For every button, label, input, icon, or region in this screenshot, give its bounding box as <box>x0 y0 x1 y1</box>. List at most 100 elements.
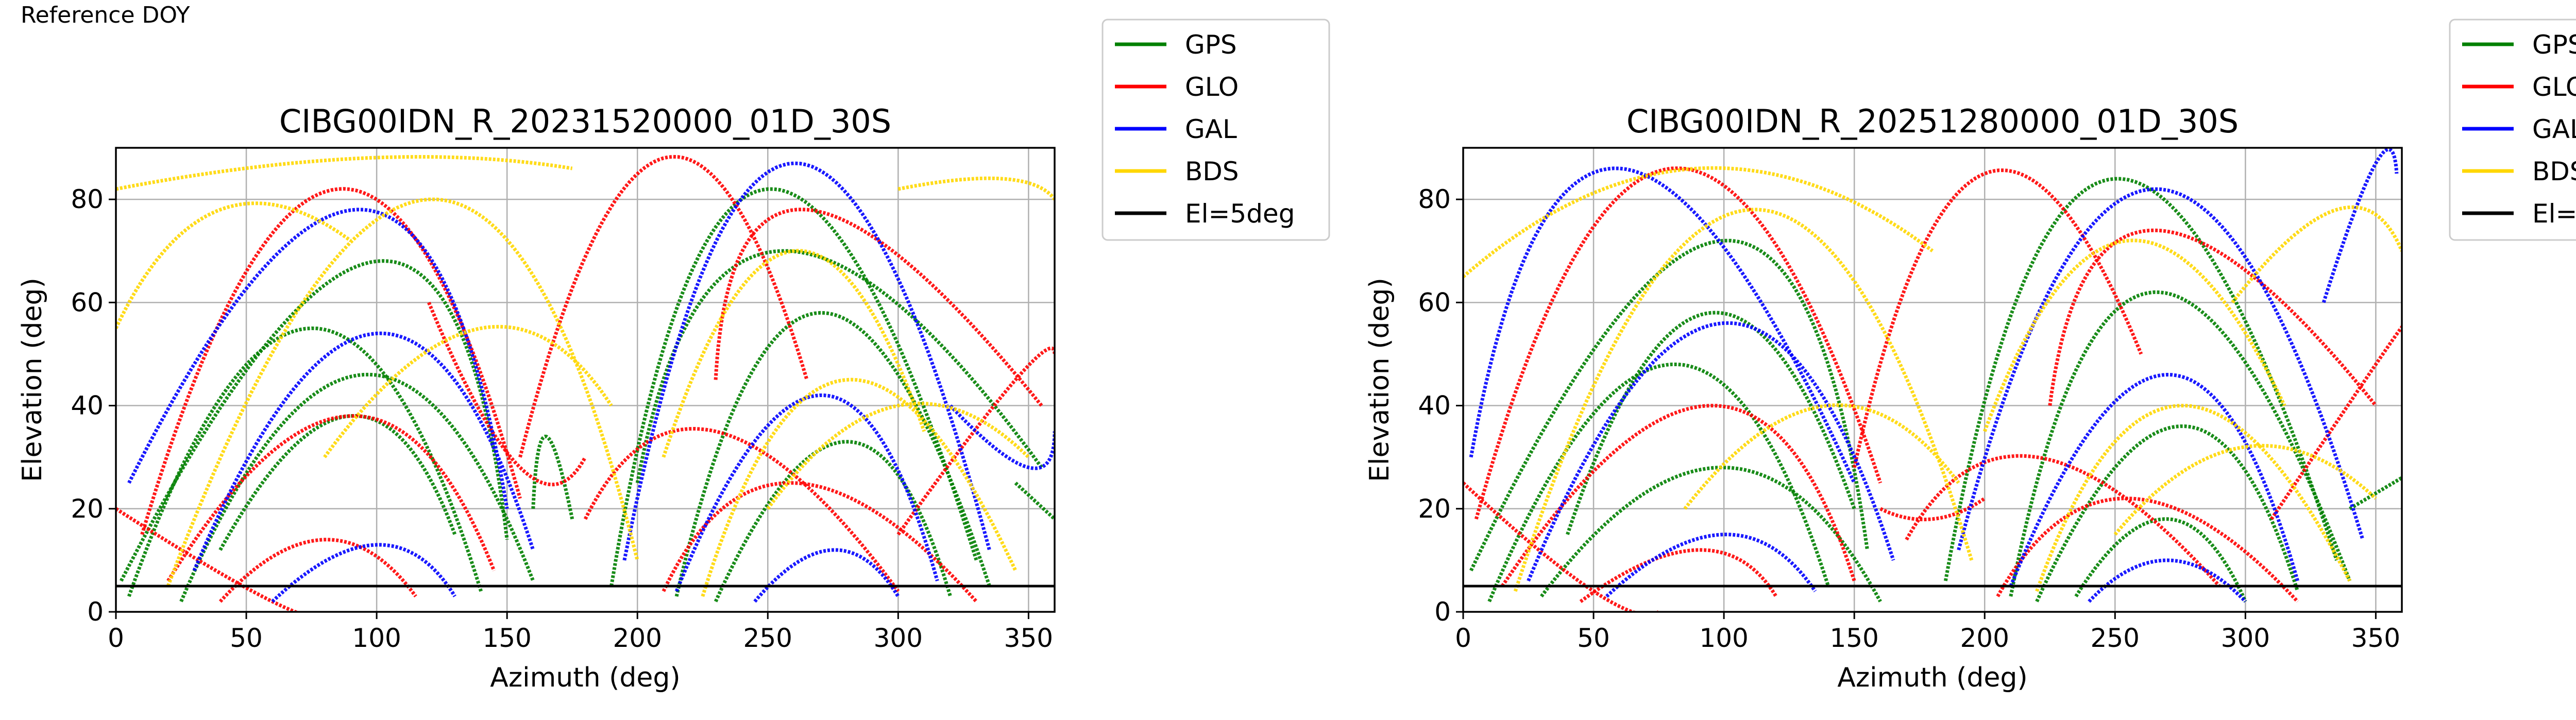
series-bds <box>116 155 1055 597</box>
satellite-track <box>2269 324 2402 520</box>
y-tick-label: 0 <box>1434 597 1451 627</box>
series-gal <box>1469 148 2399 603</box>
satellite-track <box>609 187 978 587</box>
legend-label: GAL <box>1185 114 1237 144</box>
satellite-track <box>635 249 1043 484</box>
legend-label: BDS <box>1185 157 1239 186</box>
legend-label: El=5deg <box>2532 199 2576 229</box>
y-tick-label: 60 <box>71 287 104 317</box>
x-tick-label: 150 <box>1829 623 1878 653</box>
series-glo <box>1463 166 2402 612</box>
satellite-track <box>1996 496 2299 603</box>
x-tick-label: 0 <box>108 623 124 653</box>
legend-label: BDS <box>2532 157 2576 186</box>
satellite-track <box>1540 466 1882 603</box>
satellite-track <box>766 401 1030 510</box>
satellite-track <box>714 440 952 603</box>
x-tick-label: 150 <box>482 623 531 653</box>
satellite-track <box>1943 177 2338 581</box>
chart-title: CIBG00IDN_R_20251280000_01D_30S <box>1626 102 2239 140</box>
legend-label: GPS <box>2532 30 2576 60</box>
satellite-track <box>192 331 535 572</box>
satellite-track <box>1527 321 1895 582</box>
legend: GPS GLO GAL BDS El=5deg <box>2449 19 2576 241</box>
satellite-track <box>622 161 991 561</box>
series-gps <box>119 187 1055 603</box>
satellite-track <box>674 393 939 592</box>
satellite-track <box>662 249 926 458</box>
legend-label: GPS <box>1185 30 1237 60</box>
satellite-track <box>674 311 991 597</box>
x-tick-label: 250 <box>2091 623 2140 653</box>
satellite-track <box>531 434 574 520</box>
satellite-track <box>218 414 457 551</box>
x-tick-label: 100 <box>1699 623 1748 653</box>
satellite-track <box>949 404 1055 470</box>
chart-title: CIBG00IDN_R_20231520000_01D_30S <box>279 102 891 140</box>
satellite-track <box>1566 311 1856 535</box>
satellite-track <box>1605 533 1817 598</box>
satellite-track <box>2074 517 2247 603</box>
satellite-track <box>1879 496 1986 522</box>
satellite-track <box>116 155 573 191</box>
satellite-track <box>218 538 417 603</box>
satellite-track <box>2009 290 2352 597</box>
satellite-track <box>583 426 900 593</box>
satellite-track <box>271 543 456 603</box>
y-tick-label: 20 <box>1418 494 1451 524</box>
satellite-track <box>2113 443 2377 536</box>
satellite-track <box>140 187 522 535</box>
y-tick-label: 60 <box>1418 287 1451 317</box>
satellite-track <box>166 414 496 582</box>
satellite-track <box>1579 548 1778 603</box>
satellite-track <box>2321 148 2399 303</box>
plot-area <box>116 155 1055 612</box>
satellite-track <box>2231 205 2402 304</box>
satellite-track <box>1905 454 2221 588</box>
satellite-track <box>127 326 483 597</box>
x-tick-label: 250 <box>743 623 792 653</box>
x-tick-label: 350 <box>1004 623 1053 653</box>
legend-label: El=5deg <box>1185 199 1295 229</box>
satellite-track <box>2048 228 2378 407</box>
satellite-track <box>2088 558 2247 603</box>
y-tick-label: 80 <box>1418 184 1451 214</box>
legend-box <box>1101 19 1330 241</box>
legend-label: GAL <box>2532 114 2576 144</box>
x-tick-label: 50 <box>1577 623 1610 653</box>
chart-panel-1: 0 50 100 150 200 250 300 350 0 20 40 60 80 CIBG00IDN_… <box>17 19 1330 693</box>
satellite-track <box>1487 363 1830 603</box>
y-tick-label: 40 <box>1418 391 1451 421</box>
y-tick-label: 40 <box>71 391 104 421</box>
legend-label: GLO <box>1185 72 1239 102</box>
x-axis-label: Azimuth (deg) <box>1837 662 2027 693</box>
y-axis-label: Elevation (deg) <box>1364 278 1395 482</box>
x-tick-label: 100 <box>352 623 401 653</box>
satellite-track <box>518 155 809 458</box>
satellite-track <box>1014 482 1055 521</box>
x-tick-label: 200 <box>1960 623 2009 653</box>
satellite-track <box>2349 476 2402 510</box>
satellite-track <box>116 201 352 329</box>
satellite-track <box>1957 187 2365 551</box>
satellite-track <box>1513 208 1974 592</box>
y-tick-label: 20 <box>71 494 104 524</box>
satellite-track <box>119 259 509 582</box>
x-tick-label: 50 <box>230 623 263 653</box>
plot-area <box>1463 148 2402 612</box>
satellite-track <box>2035 404 2351 592</box>
satellite-track <box>179 372 535 603</box>
satellite-track <box>2009 372 2299 587</box>
satellite-track <box>714 208 1043 407</box>
legend: GPS GLO GAL BDS El=5deg <box>1101 19 1330 241</box>
satellite-track <box>323 324 613 458</box>
satellite-track <box>1501 404 1856 587</box>
y-axis-label: Elevation (deg) <box>17 278 48 482</box>
satellite-track <box>753 548 900 603</box>
satellite-track <box>166 197 639 587</box>
satellite-track <box>2035 424 2299 603</box>
satellite-track <box>896 346 1055 536</box>
satellite-track <box>1474 166 1883 520</box>
x-tick-label: 200 <box>613 623 662 653</box>
